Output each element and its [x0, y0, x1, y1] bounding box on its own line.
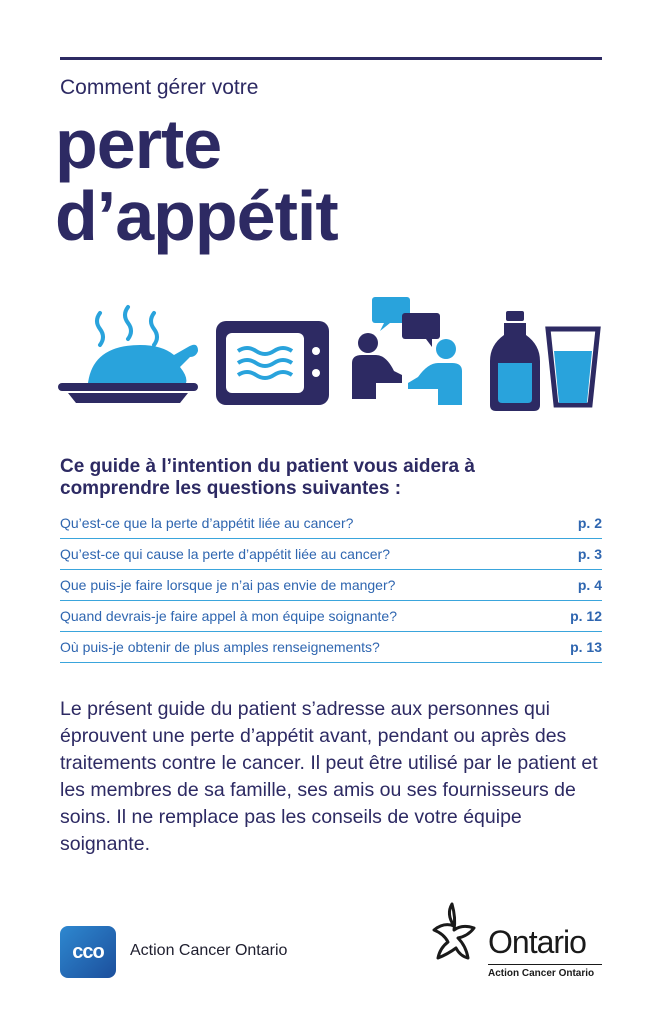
toc-question: Où puis-je obtenir de plus amples rensei… [60, 639, 380, 655]
toc-page: p. 2 [577, 515, 602, 531]
toc-page: p. 13 [570, 639, 602, 655]
title-line-2: d’appétit [55, 177, 339, 255]
ontario-subtitle: Action Cancer Ontario [488, 968, 595, 979]
table-of-contents: Qu’est-ce que la perte d’appétit liée au… [60, 508, 602, 663]
toc-item[interactable]: Qu’est-ce qui cause la perte d’appétit l… [60, 539, 602, 570]
milk-bottle-icon [490, 311, 540, 411]
title-line-1: perte [55, 105, 222, 183]
toc-question: Qu’est-ce qui cause la perte d’appétit l… [60, 546, 390, 562]
toc-item[interactable]: Où puis-je obtenir de plus amples rensei… [60, 632, 602, 663]
toc-page: p. 4 [577, 577, 602, 593]
top-rule [60, 57, 602, 60]
conversation-icon [352, 297, 462, 405]
body-paragraph: Le présent guide du patient s’adresse au… [60, 698, 598, 855]
subtitle: Comment gérer votre [60, 76, 259, 99]
intro-heading: Ce guide à l’intention du patient vous a… [60, 456, 475, 499]
ontario-wordmark: Ontario [488, 924, 587, 960]
ontario-rule [488, 964, 602, 965]
toc-page: p. 12 [570, 608, 602, 624]
steaming-roast-chicken-icon [58, 305, 198, 403]
toc-item[interactable]: Quand devrais-je faire appel à mon équip… [60, 601, 602, 632]
food-icons-strip [58, 297, 601, 411]
page-title: perte d’appétit [55, 105, 339, 255]
toc-item[interactable]: Que puis-je faire lorsque je n’ai pas en… [60, 570, 602, 601]
toc-page: p. 3 [577, 546, 602, 562]
toc-question: Que puis-je faire lorsque je n’ai pas en… [60, 577, 396, 593]
cco-logo: cco [60, 926, 116, 978]
toc-item[interactable]: Qu’est-ce que la perte d’appétit liée au… [60, 508, 602, 539]
water-glass-icon [545, 326, 601, 408]
microwave-icon [216, 321, 329, 405]
toc-question: Qu’est-ce que la perte d’appétit liée au… [60, 515, 354, 531]
cco-name: Action Cancer Ontario [130, 942, 288, 959]
toc-question: Quand devrais-je faire appel à mon équip… [60, 608, 398, 624]
ontario-trillium-icon [432, 902, 476, 960]
